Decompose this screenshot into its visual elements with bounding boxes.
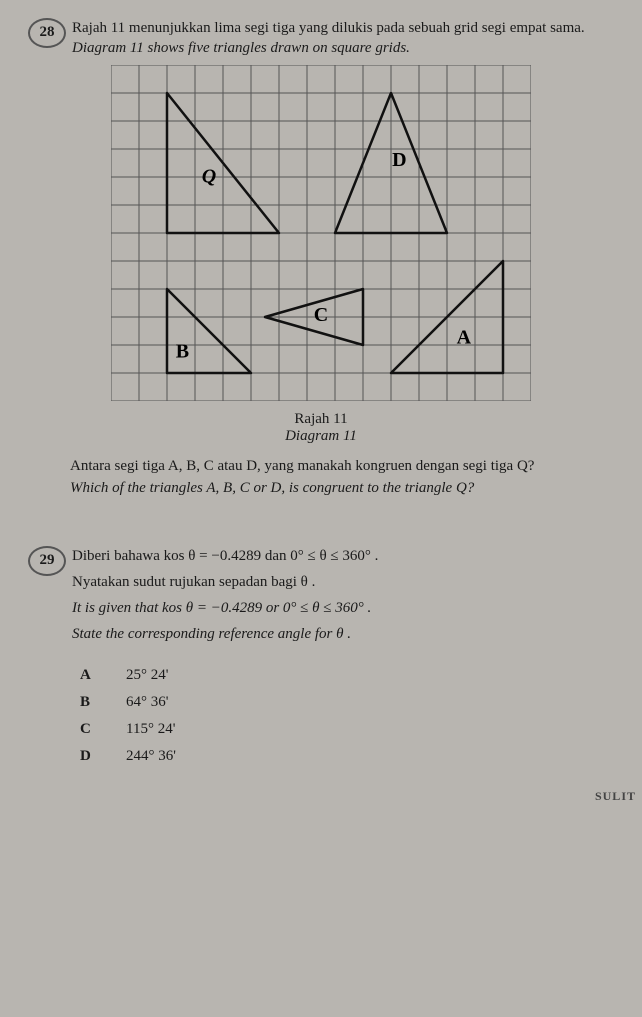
q29-row: 29 Diberi bahawa kos θ = −0.4289 dan 0° … [28, 546, 614, 645]
q28-en: Diagram 11 shows five triangles drawn on… [72, 38, 614, 58]
svg-text:C: C [314, 304, 328, 326]
option-value: 115° 24' [126, 721, 175, 738]
svg-text:D: D [392, 148, 406, 170]
q29-options: A 25° 24' B 64° 36' C 115° 24' D 244° 36… [80, 667, 614, 765]
option-a[interactable]: A 25° 24' [80, 667, 614, 684]
q29-en2: State the corresponding reference angle … [72, 624, 614, 644]
svg-text:A: A [457, 326, 472, 348]
option-letter: A [80, 667, 126, 684]
caption-en: Diagram 11 [28, 428, 614, 445]
q28-row: 28 Rajah 11 menunjukkan lima segi tiga y… [28, 18, 614, 59]
q28-caption: Rajah 11 Diagram 11 [28, 411, 614, 445]
option-value: 25° 24' [126, 667, 168, 684]
caption-bm: Rajah 11 [294, 411, 347, 427]
q29-en1: It is given that kos θ = −0.4289 or 0° ≤… [72, 598, 614, 618]
option-letter: C [80, 721, 126, 738]
option-b[interactable]: B 64° 36' [80, 694, 614, 711]
grid-svg: Q D B C A [111, 65, 531, 401]
svg-text:Q: Q [202, 165, 216, 187]
option-letter: D [80, 748, 126, 765]
footer-sulit: SULIT [0, 785, 642, 808]
option-value: 64° 36' [126, 694, 168, 711]
option-d[interactable]: D 244° 36' [80, 748, 614, 765]
q29-bm1: Diberi bahawa kos θ = −0.4289 dan 0° ≤ θ… [72, 546, 614, 566]
option-c[interactable]: C 115° 24' [80, 721, 614, 738]
q29-bm2: Nyatakan sudut rujukan sepadan bagi θ . [72, 572, 614, 592]
q28-ask-bm: Antara segi tiga A, B, C atau D, yang ma… [70, 455, 614, 478]
q29-number: 29 [28, 546, 66, 576]
q28-diagram: Q D B C A [28, 65, 614, 401]
q28-number: 28 [28, 18, 66, 48]
option-letter: B [80, 694, 126, 711]
svg-text:B: B [176, 340, 189, 362]
q29-text: Diberi bahawa kos θ = −0.4289 dan 0° ≤ θ… [72, 546, 614, 645]
option-value: 244° 36' [126, 748, 176, 765]
q28-text: Rajah 11 menunjukkan lima segi tiga yang… [72, 18, 614, 59]
q28-ask-en: Which of the triangles A, B, C or D, is … [70, 477, 614, 500]
q28-bm: Rajah 11 menunjukkan lima segi tiga yang… [72, 18, 614, 38]
q28-ask: Antara segi tiga A, B, C atau D, yang ma… [70, 455, 614, 500]
